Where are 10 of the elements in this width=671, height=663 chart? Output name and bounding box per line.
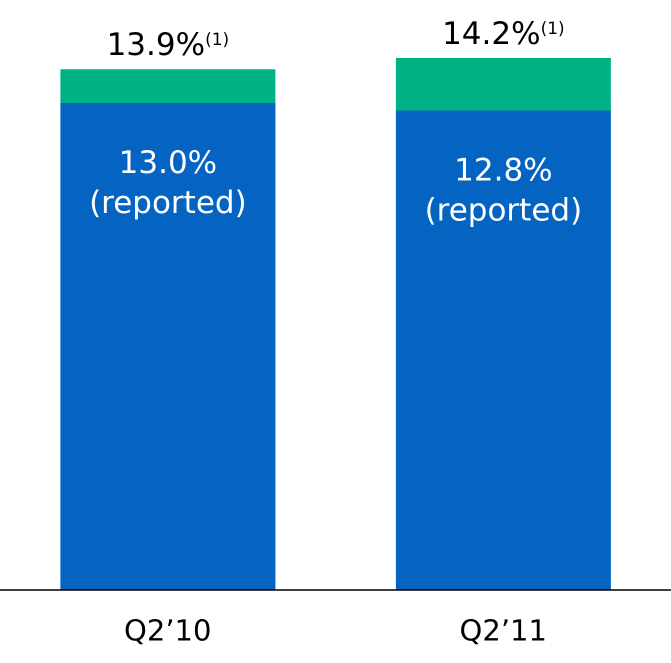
bar bbox=[60, 102, 276, 590]
x-tick-label: Q2’10 bbox=[124, 614, 212, 648]
bar bbox=[60, 69, 276, 103]
total-label: 13.9%$^{(1)}$ bbox=[106, 27, 230, 64]
data-label: 12.8% (reported) bbox=[424, 152, 582, 228]
bar bbox=[396, 110, 611, 590]
total-label: 14.2%$^{(1)}$ bbox=[442, 16, 565, 52]
bar bbox=[396, 58, 611, 110]
x-tick-label: Q2’11 bbox=[460, 614, 547, 648]
data-label: 13.0% (reported) bbox=[89, 144, 247, 221]
